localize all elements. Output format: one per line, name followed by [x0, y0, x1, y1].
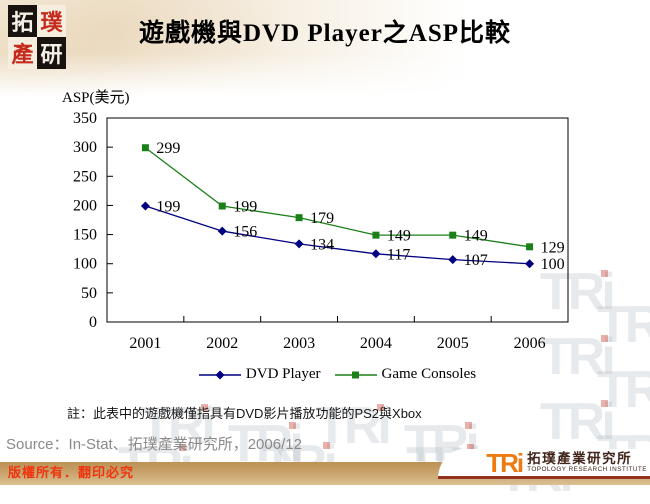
square-marker-icon — [334, 371, 377, 378]
svg-text:50: 50 — [81, 285, 97, 302]
svg-text:134: 134 — [310, 236, 334, 253]
svg-text:350: 350 — [73, 110, 97, 127]
svg-text:2005: 2005 — [437, 335, 469, 352]
chart-legend: DVD Player Game Consoles — [107, 366, 568, 383]
svg-text:117: 117 — [387, 246, 410, 263]
svg-text:299: 299 — [156, 140, 180, 157]
svg-text:179: 179 — [310, 210, 334, 227]
svg-text:100: 100 — [541, 256, 565, 273]
svg-text:300: 300 — [73, 139, 97, 156]
svg-text:156: 156 — [233, 224, 257, 241]
svg-text:2001: 2001 — [129, 335, 161, 352]
seal-char: 璞 — [37, 5, 66, 37]
seal-char: 拓 — [8, 5, 37, 37]
seal-char: 產 — [8, 37, 37, 69]
svg-text:0: 0 — [89, 314, 97, 331]
copyright-text: 版權所有．翻印必究 — [8, 465, 135, 480]
page-title: 遊戲機與DVD Player之ASP比較 — [138, 20, 512, 47]
chart-footnote: 註：此表中的遊戲機僅指具有DVD影片播放功能的PS2與Xbox — [67, 406, 422, 421]
svg-text:199: 199 — [156, 199, 180, 216]
tri-logo: TRi 拓璞產業研究所 TOPOLOGY RESEARCH INSTITUTE — [438, 449, 650, 479]
legend-item-dvd-player: DVD Player — [198, 366, 321, 383]
svg-text:129: 129 — [541, 239, 565, 256]
tri-org-english: TOPOLOGY RESEARCH INSTITUTE — [527, 465, 647, 473]
diamond-marker-icon — [198, 370, 241, 379]
top-cream-band — [0, 0, 650, 96]
legend-label: DVD Player — [245, 366, 321, 382]
tri-org-chinese: 拓璞產業研究所 — [527, 450, 633, 466]
svg-text:2006: 2006 — [514, 335, 546, 352]
svg-text:250: 250 — [73, 168, 97, 185]
svg-text:149: 149 — [387, 228, 411, 245]
seal-char: 研 — [37, 37, 66, 69]
asp-comparison-chart: 0 50 100 150 200 250 300 350 2001 2002 2003 2004 200… — [73, 110, 569, 352]
topology-seal-logo: 拓 璞 產 研 — [8, 5, 66, 69]
svg-text:2002: 2002 — [206, 335, 238, 352]
tri-wordmark: TRi — [486, 447, 524, 478]
svg-text:100: 100 — [73, 256, 97, 273]
svg-text:199: 199 — [233, 199, 257, 216]
source-line: Source：In-Stat、拓璞產業研究所，2006/12 — [6, 436, 302, 453]
svg-text:149: 149 — [464, 228, 488, 245]
svg-text:107: 107 — [464, 252, 488, 269]
svg-text:2004: 2004 — [360, 335, 392, 352]
legend-item-game-consoles: Game Consoles — [334, 366, 477, 383]
svg-text:2003: 2003 — [283, 335, 315, 352]
tri-org-names: 拓璞產業研究所 TOPOLOGY RESEARCH INSTITUTE — [527, 450, 647, 474]
y-axis-label: ASP(美元) — [62, 90, 130, 106]
legend-label: Game Consoles — [381, 366, 477, 382]
svg-text:150: 150 — [73, 227, 97, 244]
svg-text:200: 200 — [73, 197, 97, 214]
